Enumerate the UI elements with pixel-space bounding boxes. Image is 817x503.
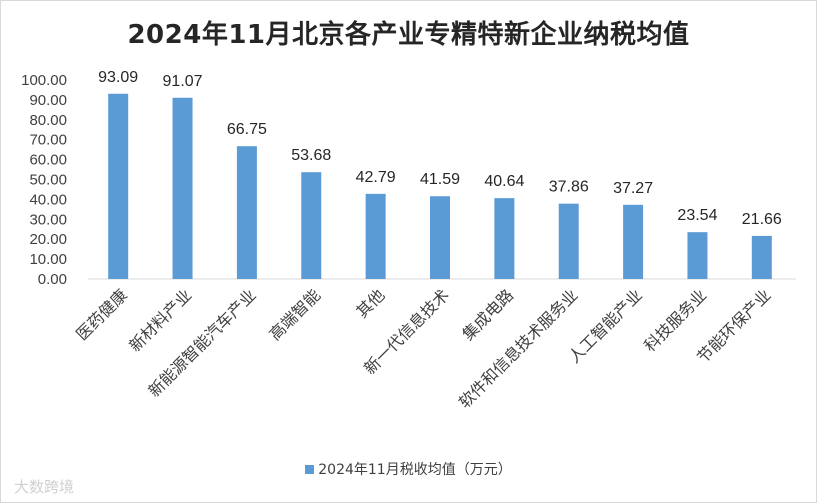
- y-tick-label: 70.00: [29, 132, 67, 149]
- bar: [365, 193, 386, 279]
- bar: [301, 172, 322, 279]
- x-tick-label: 新材料产业: [125, 285, 195, 355]
- y-tick-label: 40.00: [29, 191, 67, 208]
- data-label: 21.66: [742, 211, 782, 228]
- data-label: 37.27: [613, 180, 653, 197]
- x-tick-label: 集成电路: [458, 285, 517, 344]
- x-tick-label: 医药健康: [72, 285, 131, 344]
- data-label: 42.79: [356, 169, 396, 186]
- data-label: 93.09: [98, 69, 138, 86]
- x-tick-label: 软件和信息技术服务业: [455, 285, 582, 412]
- bar: [623, 204, 644, 279]
- bar: [558, 203, 579, 279]
- data-label: 37.86: [549, 179, 589, 196]
- data-labels-group: 93.09 91.07 66.75 53.68 42.79 41.59 40.64 37.86…: [98, 69, 782, 228]
- bar: [751, 235, 772, 279]
- chart-title: 2024年11月北京各产业专精特新企业纳税均值: [127, 20, 690, 50]
- y-axis-ticks: 0.00 10.00 20.00 30.00 40.00 50.00 60.00 70.00 8…: [21, 72, 67, 288]
- x-tick-label: 高端智能: [265, 285, 324, 344]
- y-tick-label: 80.00: [29, 112, 67, 129]
- bar-chart: 0.00 10.00 20.00 30.00 40.00 50.00 60.00 70.00 8…: [21, 69, 796, 412]
- data-label: 66.75: [227, 121, 267, 138]
- y-tick-label: 50.00: [29, 172, 67, 189]
- x-tick-label: 科技服务业: [640, 285, 710, 355]
- bar: [494, 198, 515, 279]
- data-label: 23.54: [677, 207, 717, 224]
- bar: [172, 97, 193, 280]
- y-tick-label: 90.00: [29, 92, 67, 109]
- bar: [108, 93, 129, 279]
- bar: [430, 196, 450, 279]
- legend: 2024年11月税收均值（万元）: [0, 459, 817, 479]
- data-label: 41.59: [420, 171, 460, 188]
- data-label: 91.07: [163, 73, 203, 90]
- x-tick-label: 其他: [352, 285, 388, 321]
- y-tick-label: 60.00: [29, 152, 67, 169]
- bar: [687, 232, 708, 279]
- data-label: 40.64: [484, 173, 524, 190]
- x-tick-label: 新能源智能汽车产业: [144, 285, 259, 400]
- y-tick-label: 30.00: [29, 211, 67, 228]
- legend-swatch: [305, 465, 315, 474]
- y-tick-label: 10.00: [29, 251, 67, 268]
- y-tick-label: 0.00: [38, 271, 67, 288]
- y-tick-label: 20.00: [29, 231, 67, 248]
- watermark-logo: 大数跨境: [14, 478, 75, 496]
- y-tick-label: 100.00: [21, 72, 67, 89]
- bars-group: [108, 93, 772, 280]
- bar: [236, 146, 257, 279]
- legend-label: 2024年11月税收均值（万元）: [318, 462, 512, 478]
- data-label: 53.68: [291, 147, 331, 164]
